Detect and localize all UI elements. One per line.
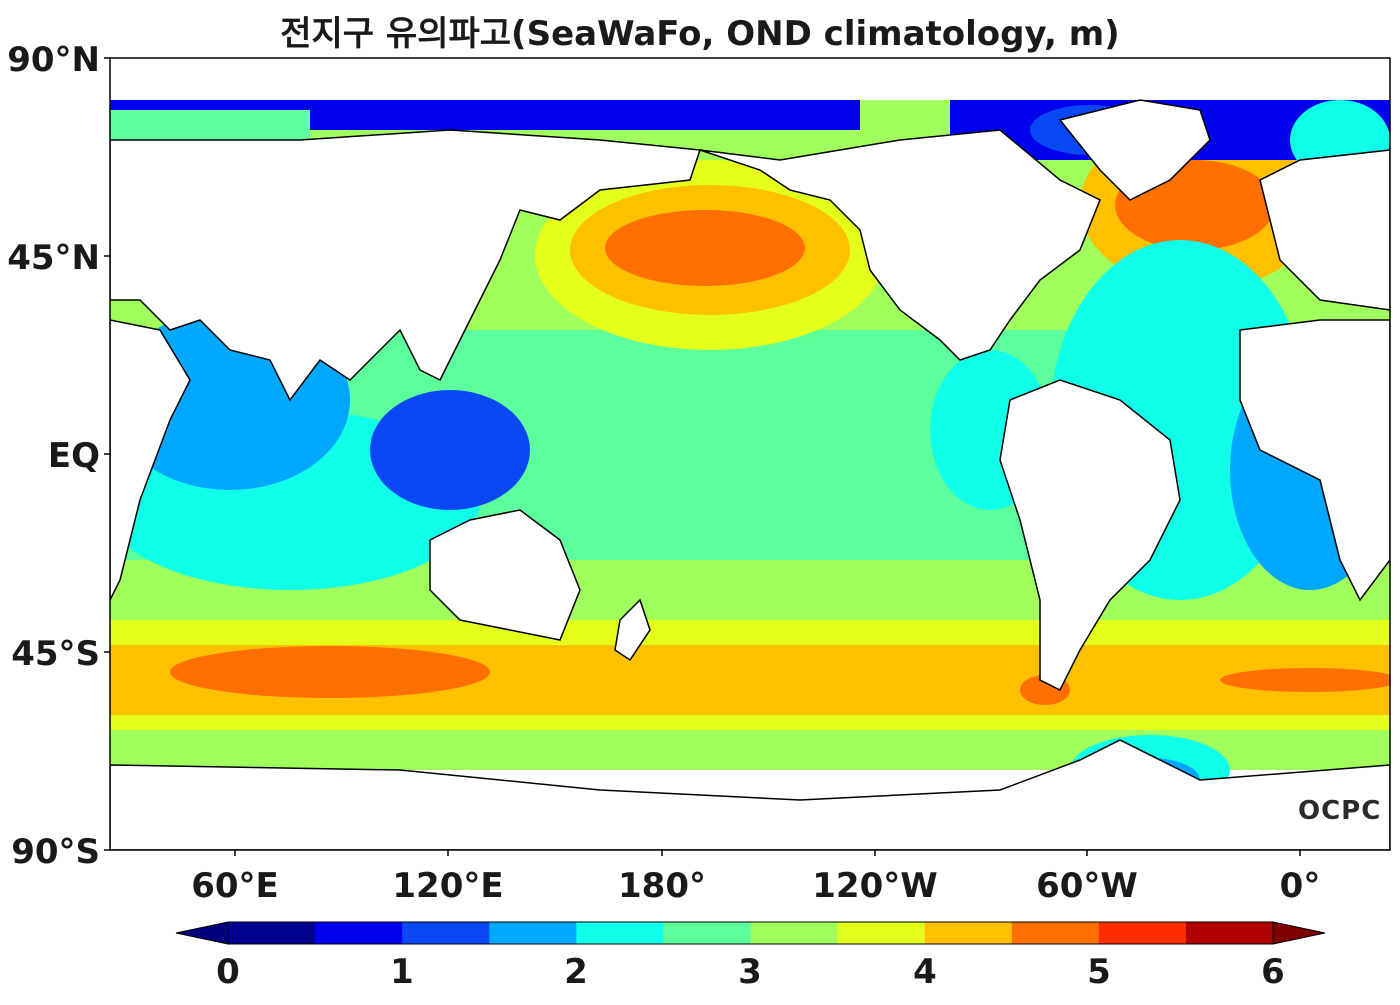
colorbar-segment (1185, 922, 1274, 944)
colorbar-extend-over (1272, 921, 1326, 945)
lon-label-120w: 120°W (812, 866, 938, 906)
colorbar-tick-1: 1 (390, 952, 414, 992)
colorbar-tick-2: 2 (564, 952, 588, 992)
colorbar-extend-under (175, 921, 229, 945)
lon-label-0: 0° (1279, 866, 1321, 906)
colorbar-tick-3: 3 (738, 952, 762, 992)
colorbar-segment (663, 922, 751, 944)
colorbar-segment (315, 922, 403, 944)
colorbar-segment (924, 922, 1013, 944)
land-masses (110, 99, 1390, 850)
colorbar-segment (576, 922, 664, 944)
colorbar-segment (1011, 922, 1100, 944)
x-ticks (234, 850, 1301, 856)
colorbar-tick-6: 6 (1261, 952, 1285, 992)
lat-label-eq: EQ (47, 436, 100, 476)
lon-label-60w: 60°W (1036, 866, 1138, 906)
colorbar (175, 921, 1326, 945)
ocpc-logo: OCPC (1298, 796, 1382, 826)
colorbar-tick-4: 4 (913, 952, 937, 992)
wave-height-field (110, 58, 1390, 850)
lon-label-120e: 120°E (392, 866, 504, 906)
colorbar-segment (750, 922, 839, 944)
colorbar-tick-5: 5 (1087, 952, 1111, 992)
colorbar-segment (1098, 922, 1187, 944)
lon-label-180: 180° (618, 866, 706, 906)
colorbar-tick-0: 0 (216, 952, 240, 992)
colorbar-segment (489, 922, 577, 944)
map-title: 전지구 유의파고(SeaWaFo, OND climatology, m) (280, 14, 1120, 54)
lat-label-90n: 90°N (7, 40, 100, 80)
lat-label-90s: 90°S (11, 832, 100, 872)
lat-label-45n: 45°N (7, 238, 100, 278)
lat-label-45s: 45°S (11, 634, 100, 674)
colorbar-segment (402, 922, 490, 944)
colorbar-segment (837, 922, 926, 944)
colorbar-segment (228, 922, 316, 944)
lon-label-60e: 60°E (191, 866, 279, 906)
y-ticks (104, 57, 110, 851)
colorbar-frame (227, 921, 1274, 945)
